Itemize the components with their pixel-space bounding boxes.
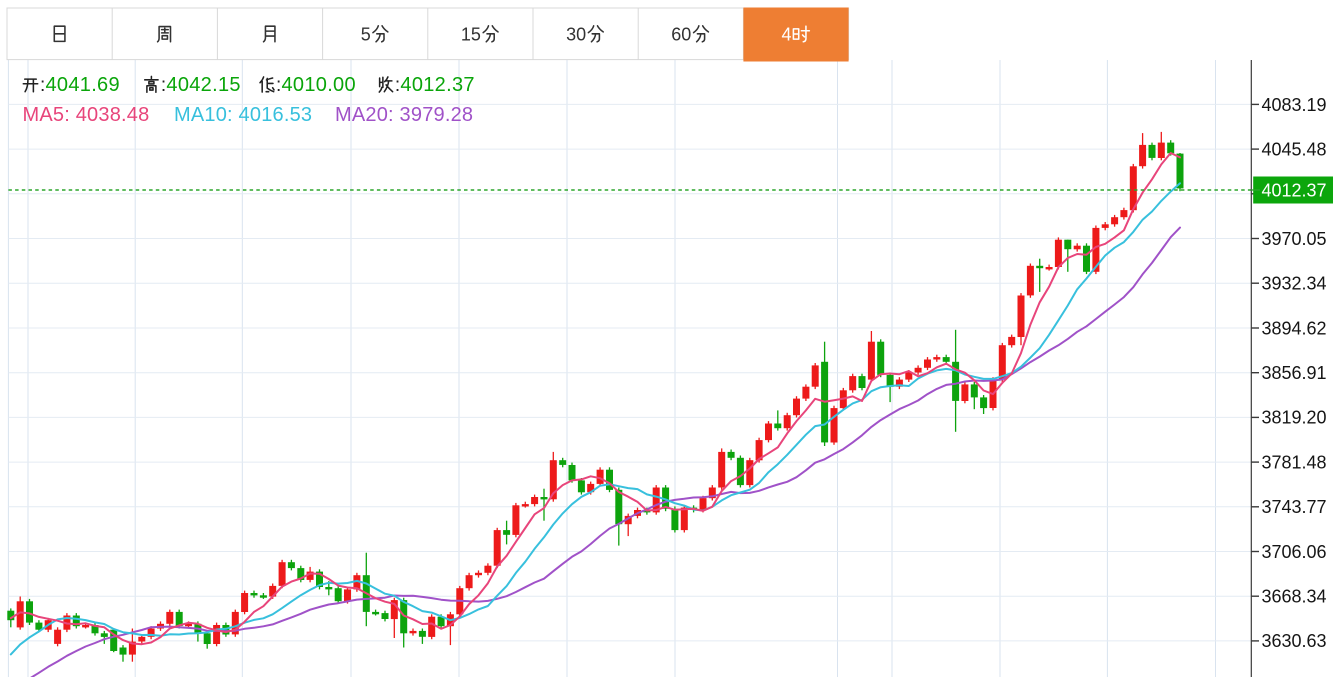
svg-text:3932.34: 3932.34 [1262,274,1327,294]
svg-text:60: 60 [671,24,691,44]
svg-text::: : [395,75,400,96]
svg-text:15: 15 [461,24,481,44]
svg-text:3781.48: 3781.48 [1262,452,1327,472]
svg-text:MA20: 3979.28: MA20: 3979.28 [335,104,473,126]
svg-text::: : [161,75,166,96]
svg-text:4: 4 [782,24,792,44]
svg-text:4012.37: 4012.37 [400,74,474,96]
svg-text:3819.20: 3819.20 [1262,408,1327,428]
svg-text::: : [40,75,45,96]
svg-text:3706.06: 3706.06 [1262,542,1327,562]
svg-text:4010.00: 4010.00 [282,74,356,96]
svg-text:3894.62: 3894.62 [1262,318,1327,338]
svg-text:3970.05: 3970.05 [1262,229,1327,249]
svg-text:4042.15: 4042.15 [166,74,240,96]
svg-text:5: 5 [361,24,371,44]
svg-text:4041.69: 4041.69 [46,74,120,96]
svg-text::: : [276,75,281,96]
svg-text:4083.19: 4083.19 [1262,95,1327,115]
svg-text:MA10: 4016.53: MA10: 4016.53 [174,104,312,126]
svg-text:4045.48: 4045.48 [1262,140,1327,160]
svg-text:3743.77: 3743.77 [1262,497,1327,517]
svg-text:MA5: 4038.48: MA5: 4038.48 [23,104,150,126]
svg-text:3668.34: 3668.34 [1262,587,1327,607]
svg-text:3856.91: 3856.91 [1262,363,1327,383]
svg-text:3630.63: 3630.63 [1262,631,1327,651]
svg-text:30: 30 [566,24,586,44]
svg-text:4012.37: 4012.37 [1262,180,1327,200]
